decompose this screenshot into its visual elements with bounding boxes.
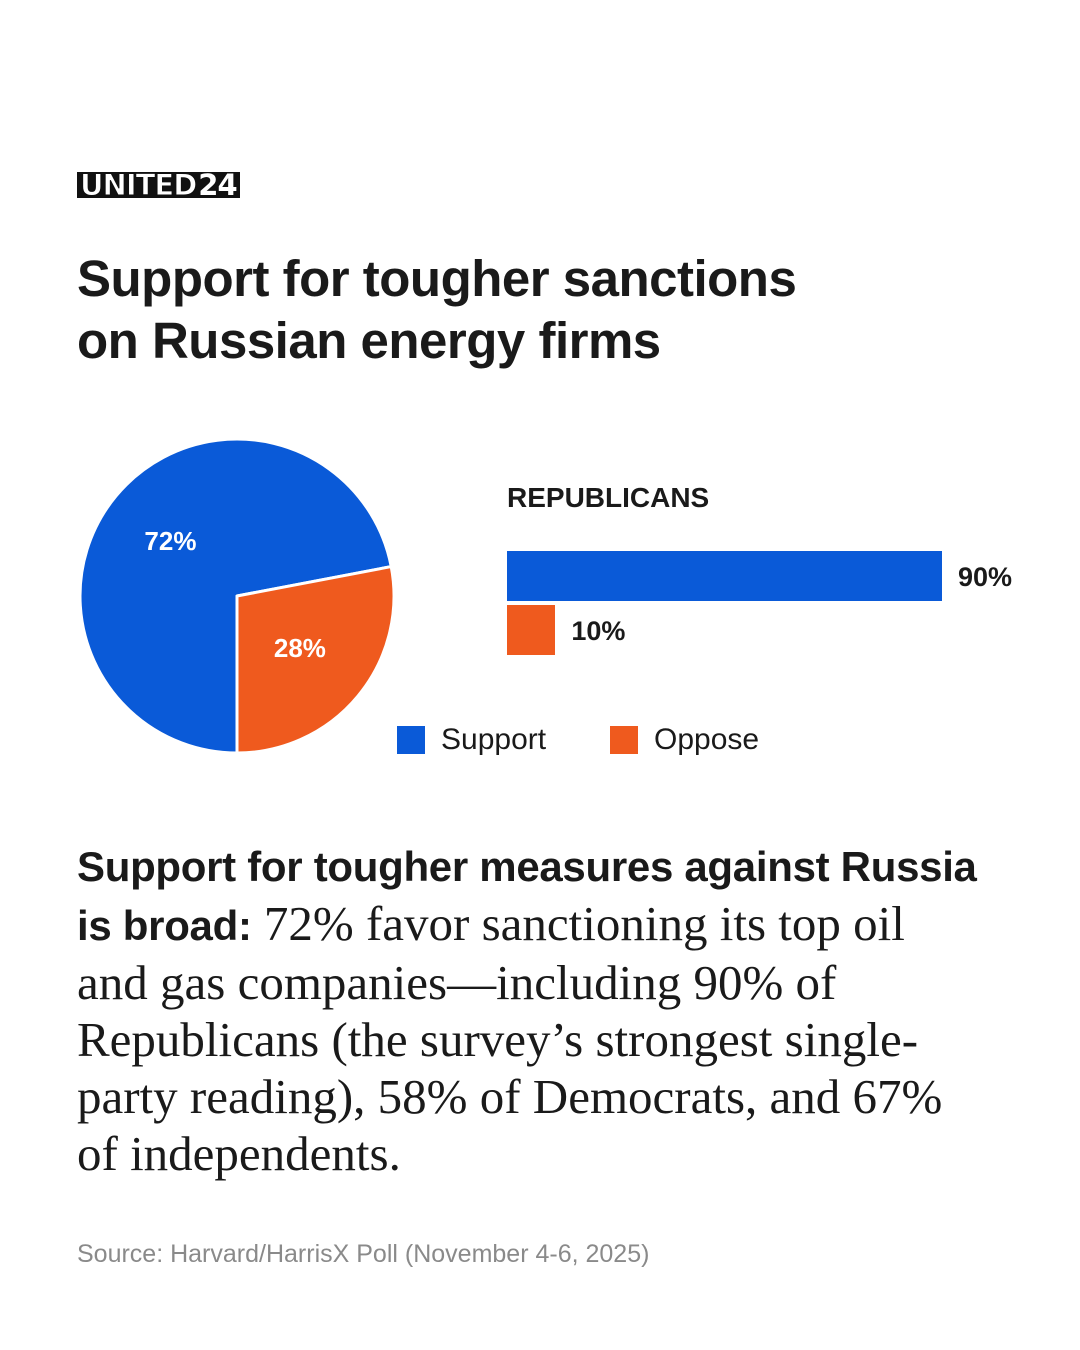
bar-value-support: 90%	[958, 562, 1013, 592]
legend-swatch-support	[397, 726, 425, 754]
united24-logo: UNITED 24	[77, 170, 240, 200]
legend-swatch-oppose	[610, 726, 638, 754]
bar-chart-title: REPUBLICANS	[507, 482, 710, 513]
title-line-1: Support for tougher sanctions	[77, 250, 797, 307]
logo-text-united: UNITED	[77, 170, 199, 200]
bar-oppose	[507, 605, 556, 655]
pie-label-oppose: 28%	[273, 633, 326, 664]
legend-label-oppose: Oppose	[654, 723, 760, 756]
pie-slice-support	[78, 437, 393, 755]
bar-support	[507, 551, 942, 601]
body-lead: Support for tougher measures against Rus…	[77, 843, 977, 949]
legend-label-support: Support	[441, 723, 547, 756]
bar-value-oppose: 10%	[571, 616, 626, 646]
legend-item-oppose: Oppose	[610, 722, 759, 758]
body-paragraph: Support for tougher measures against Rus…	[77, 836, 977, 1182]
legend-item-support: Support	[397, 722, 546, 758]
body-text: 72% favor sanctioning its top oil and ga…	[77, 896, 943, 1181]
page-title: Support for tougher sanctions on Russian…	[77, 248, 977, 372]
pie-label-support: 72%	[144, 525, 197, 556]
title-line-2: on Russian energy firms	[77, 312, 661, 369]
logo-text-24: 24	[198, 171, 240, 200]
source-note: Source: Harvard/HarrisX Poll (November 4…	[77, 1240, 650, 1268]
